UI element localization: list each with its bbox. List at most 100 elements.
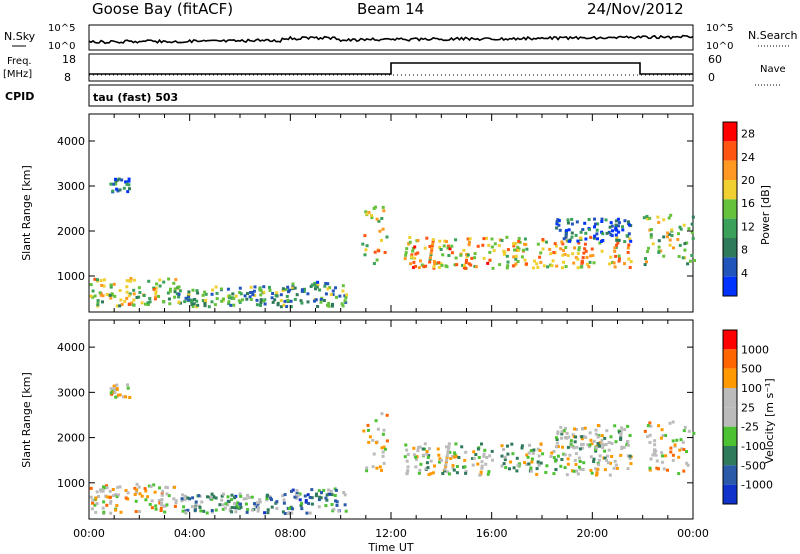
y-tick-label: 4000 [57,341,85,354]
data-cell [537,454,541,458]
data-cell [602,443,606,447]
data-cell [669,446,673,450]
data-cell [221,297,225,301]
data-cell [290,511,294,515]
data-cell [576,257,580,261]
data-cell [372,207,376,210]
data-cell [198,505,202,509]
data-cell [563,466,567,470]
data-cell [343,493,347,497]
data-cell [662,254,666,258]
data-cell [148,297,152,300]
x-tick-label: 04:00 [174,527,206,540]
data-cell [588,228,591,232]
data-cell [373,250,377,254]
data-cell [204,292,208,296]
data-cell [316,305,320,308]
data-cell [172,281,176,285]
data-cell [560,458,564,461]
data-cell [555,441,559,445]
data-cell [275,507,279,510]
data-cell [592,457,596,461]
data-cell [480,442,483,446]
data-cell [442,244,446,248]
cpid-value: tau (fast) 503 [93,91,178,104]
data-cell [295,496,299,500]
data-cell [324,292,328,296]
data-cell [138,291,142,294]
data-cell [571,433,575,437]
data-cell [220,494,224,498]
data-cell [619,453,623,457]
data-cell [363,234,367,238]
data-cell [454,442,458,446]
data-cell [224,502,228,506]
data-cell [679,227,683,231]
data-cell [364,248,368,252]
data-cell [302,289,306,293]
data-cell [600,442,604,446]
data-cell [556,432,560,436]
data-cell [133,493,137,496]
data-cell [561,253,565,257]
data-cell [228,294,232,298]
data-cell [299,504,303,507]
data-cell [319,300,323,304]
data-cell [412,260,416,264]
data-cell [604,443,608,446]
data-cell [660,428,664,432]
data-cell [181,493,185,497]
data-cell [236,501,240,505]
data-cell [327,304,331,308]
data-cell [446,470,450,474]
data-cell [154,291,158,295]
data-cell [445,454,449,458]
data-cell [666,235,669,239]
data-cell [600,249,604,253]
data-cell [126,491,130,495]
data-cell [102,284,106,288]
data-cell [551,259,555,263]
data-cell [109,501,113,505]
data-cell [203,301,207,305]
data-cell [115,304,119,308]
data-cell [89,495,93,499]
colorbar-tick-label: 1000 [741,343,769,356]
data-cell [115,383,119,387]
data-cell [525,453,529,457]
data-cell [447,442,451,446]
data-cell [152,288,156,291]
colorbar-swatch [723,349,737,369]
data-cell [300,501,304,505]
data-cell [615,228,619,232]
data-cell [502,252,506,256]
data-cell [102,510,106,514]
x-tick-label: 00:00 [677,527,709,540]
data-cell [536,460,540,464]
data-cell [212,495,216,499]
data-cell [467,243,471,247]
data-cell [564,426,567,430]
data-cell [474,453,478,456]
data-cell [513,248,516,252]
data-cell [647,246,650,250]
data-cell [246,292,249,295]
data-cell [497,244,501,248]
data-cell [511,264,515,268]
data-cell [126,190,130,194]
data-cell [505,235,509,239]
data-cell [99,293,103,297]
data-cell [683,248,687,252]
data-cell [331,293,335,296]
data-cell [279,299,283,303]
y-tick-label: 1000 [57,477,85,490]
data-cell [441,472,445,475]
data-cell [295,490,299,494]
data-cell [512,244,516,248]
data-cell [649,235,653,239]
data-cell [431,471,435,475]
data-cell [178,289,182,293]
data-cell [655,466,659,470]
data-cell [154,507,158,511]
data-cell [144,489,148,493]
